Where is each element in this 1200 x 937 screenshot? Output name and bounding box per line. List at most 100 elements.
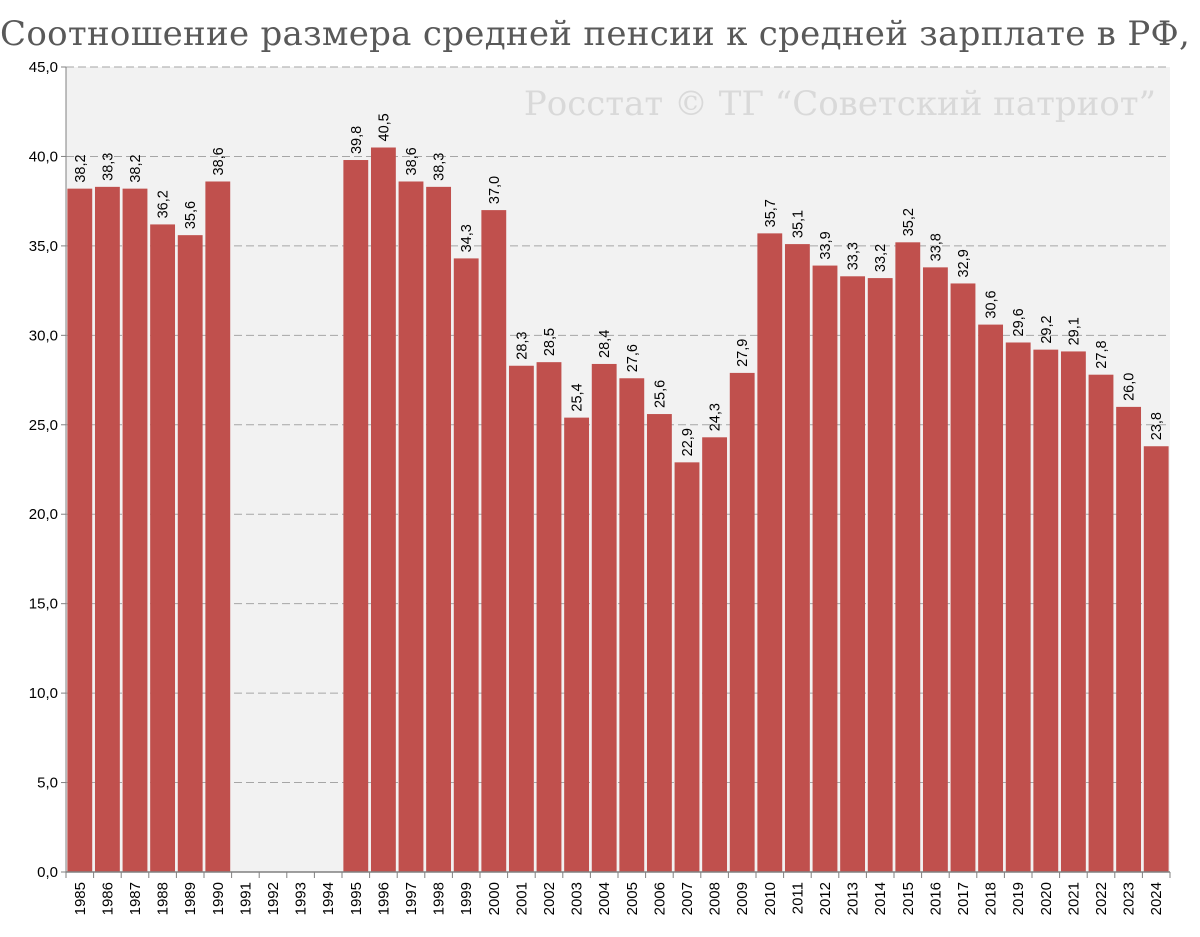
data-label: 29,2	[1039, 315, 1055, 343]
y-tick-label: 45,0	[29, 59, 58, 76]
data-label: 36,2	[156, 190, 172, 218]
data-label: 35,6	[183, 201, 199, 229]
x-tick-label: 2024	[1148, 882, 1165, 915]
bar	[646, 414, 672, 872]
x-tick-label: 2010	[762, 882, 779, 915]
data-label: 38,6	[404, 147, 420, 175]
bar	[757, 233, 783, 872]
data-label: 26,0	[1122, 373, 1138, 401]
chart-title: Соотношение размера средней пенсии к сре…	[0, 14, 1200, 54]
bar	[591, 363, 617, 872]
data-label: 27,8	[1094, 340, 1110, 368]
bar	[950, 283, 976, 872]
bar	[177, 235, 203, 873]
x-tick-label: 2008	[707, 882, 724, 915]
x-tick-label: 2023	[1121, 882, 1138, 915]
data-label: 33,9	[818, 231, 834, 259]
bar	[481, 210, 507, 873]
bar	[702, 437, 728, 872]
bar	[453, 258, 479, 872]
bar	[1005, 342, 1031, 872]
data-label: 27,9	[735, 339, 751, 367]
x-tick-label: 2017	[955, 882, 972, 915]
data-label: 35,2	[901, 208, 917, 236]
x-tick-label: 2009	[734, 882, 751, 915]
y-tick-label: 20,0	[29, 506, 58, 523]
data-label: 38,3	[432, 153, 448, 181]
x-tick-label: 1985	[72, 882, 89, 915]
x-tick-label: 1987	[127, 882, 144, 915]
data-label: 38,2	[128, 154, 144, 182]
data-label: 24,3	[708, 403, 724, 431]
x-tick-label: 1988	[155, 882, 172, 915]
data-label: 25,4	[570, 383, 586, 411]
x-tick-label: 2012	[817, 882, 834, 915]
x-tick-label: 1991	[237, 882, 254, 915]
data-label: 25,6	[652, 380, 668, 408]
bars	[67, 147, 1169, 873]
x-tick-label: 2001	[513, 882, 530, 915]
y-tick-label: 40,0	[29, 148, 58, 165]
axes: 0,0 5,0 10,0 15,0 20,0 25,0 30,0 35,0 40,0 45,0 19…	[29, 59, 1171, 915]
x-tick-label: 1993	[293, 882, 310, 915]
y-tick-label: 25,0	[29, 417, 58, 434]
x-tick-label: 1996	[375, 882, 392, 915]
bar	[922, 267, 948, 872]
data-label: 40,5	[376, 113, 392, 141]
data-label: 38,3	[100, 153, 116, 181]
data-label: 27,6	[625, 344, 641, 372]
bar	[122, 188, 148, 873]
x-tick-label: 2018	[983, 882, 1000, 915]
bar	[895, 242, 921, 873]
bar	[343, 160, 369, 872]
bar	[1088, 374, 1114, 872]
x-tick-label: 1990	[210, 882, 227, 915]
x-tick-label: 1989	[182, 882, 199, 915]
bar	[150, 224, 176, 872]
bar	[536, 362, 562, 872]
bar	[508, 365, 534, 872]
data-label: 39,8	[349, 126, 365, 154]
bar	[564, 417, 590, 872]
x-tick-label: 2015	[900, 882, 917, 915]
x-tick-label: 2019	[1010, 882, 1027, 915]
bar	[729, 372, 755, 872]
x-tick-label: 1994	[320, 882, 337, 915]
plot-area	[66, 67, 1170, 872]
y-tick-label: 10,0	[29, 685, 58, 702]
watermark-text: Росстат © ТГ “Советский патриот”	[524, 84, 1156, 124]
data-label: 28,4	[597, 330, 613, 358]
x-tick-label: 2004	[596, 882, 613, 915]
x-tick-label: 1997	[403, 882, 420, 915]
data-label: 37,0	[487, 176, 503, 204]
bar	[67, 188, 93, 873]
data-label: 29,6	[1011, 308, 1027, 336]
y-tick-label: 35,0	[29, 238, 58, 255]
data-label: 33,8	[928, 233, 944, 261]
x-tick-label: 1995	[348, 882, 365, 915]
data-label: 30,6	[984, 290, 1000, 318]
x-tick-label: 2016	[927, 882, 944, 915]
x-tick-label: 2003	[569, 882, 586, 915]
bar	[1143, 446, 1169, 872]
data-label: 35,7	[763, 199, 779, 227]
bar	[867, 278, 893, 873]
y-tick-label: 15,0	[29, 596, 58, 613]
data-label: 28,5	[542, 328, 558, 356]
bar	[370, 147, 396, 872]
data-label: 35,1	[790, 210, 806, 238]
data-label: 23,8	[1149, 412, 1165, 440]
bar	[205, 181, 231, 872]
x-tick-label: 1999	[458, 882, 475, 915]
y-tick-label: 30,0	[29, 327, 58, 344]
bar	[1116, 406, 1142, 872]
x-tick-label: 2020	[1038, 882, 1055, 915]
y-tick-label: 5,0	[37, 775, 58, 792]
x-tick-label: 1992	[265, 882, 282, 915]
x-tick-label: 2006	[651, 882, 668, 915]
x-tick-label: 2013	[845, 882, 862, 915]
bar	[426, 186, 452, 872]
data-label: 28,3	[514, 332, 530, 360]
x-tick-label: 2002	[541, 882, 558, 915]
